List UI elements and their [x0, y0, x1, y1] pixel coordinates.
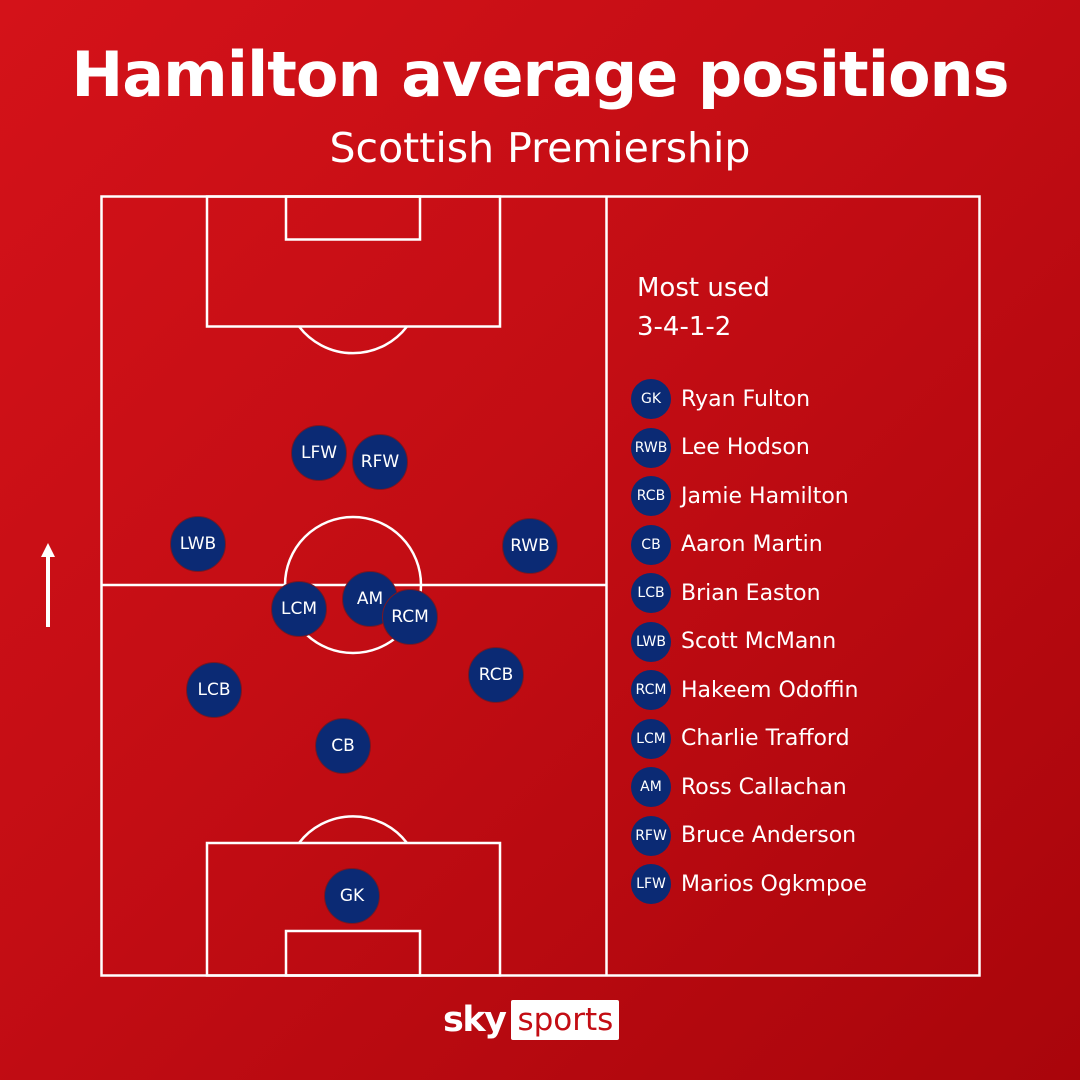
sky-sports-logo: sky sports	[443, 999, 620, 1041]
legend-item: LCM Charlie Trafford	[631, 715, 867, 764]
legend-item: RFW Bruce Anderson	[631, 812, 867, 861]
legend-player-name: Jamie Hamilton	[681, 483, 849, 509]
legend-item: GK Ryan Fulton	[631, 375, 867, 424]
legend-player-name: Bruce Anderson	[681, 823, 857, 849]
marker-lcb: LCB	[186, 662, 242, 718]
page-title: Hamilton average positions	[71, 38, 1009, 111]
legend-badge: GK	[631, 379, 671, 420]
marker-rcb: RCB	[468, 647, 524, 703]
marker-rcm: RCM	[382, 589, 438, 645]
legend-badge: LFW	[631, 864, 671, 905]
legend-item: LCB Brian Easton	[631, 569, 867, 618]
legend-item: LFW Marios Ogkmpoe	[631, 860, 867, 909]
marker-cb: CB	[315, 718, 371, 774]
legend-player-name: Scott McMann	[681, 629, 837, 655]
page-subtitle: Scottish Premiership	[329, 124, 751, 172]
legend-badge: LWB	[631, 621, 671, 662]
legend-player-name: Ross Callachan	[681, 774, 847, 800]
legend-item: CB Aaron Martin	[631, 521, 867, 570]
legend-badge: RCB	[631, 476, 671, 517]
legend-formation: 3-4-1-2	[637, 312, 732, 342]
legend-badge: AM	[631, 767, 671, 808]
pitch-board: LFW AM RFW LWB RWB LCM RCM LCB RCB CB GK…	[100, 195, 981, 977]
legend-player-name: Hakeem Odoffin	[681, 677, 859, 703]
marker-lwb: LWB	[170, 516, 226, 572]
marker-rfw: RFW	[352, 434, 408, 490]
legend-heading: Most used 3-4-1-2	[637, 269, 770, 347]
legend-player-name: Aaron Martin	[681, 532, 823, 558]
logo-sports-text: sports	[511, 1000, 620, 1040]
legend-player-name: Marios Ogkmpoe	[681, 871, 867, 897]
legend-badge: RCM	[631, 670, 671, 711]
legend-badge: LCM	[631, 718, 671, 759]
legend-player-name: Lee Hodson	[681, 435, 810, 461]
legend-badge: LCB	[631, 573, 671, 614]
legend-badge: RWB	[631, 427, 671, 468]
legend-item: RCM Hakeem Odoffin	[631, 666, 867, 715]
legend-item: LWB Scott McMann	[631, 618, 867, 667]
legend-badge: CB	[631, 524, 671, 565]
marker-rwb: RWB	[502, 518, 558, 574]
marker-gk: GK	[324, 868, 380, 924]
legend-player-name: Ryan Fulton	[681, 386, 811, 412]
legend-item: RCB Jamie Hamilton	[631, 472, 867, 521]
logo-sky-text: sky	[443, 1000, 507, 1040]
legend-player-name: Brian Easton	[681, 580, 821, 606]
legend-item: RWB Lee Hodson	[631, 424, 867, 473]
legend-item: AM Ross Callachan	[631, 763, 867, 812]
marker-lcm: LCM	[271, 581, 327, 637]
up-arrow-icon	[41, 543, 55, 627]
legend-list: GK Ryan Fulton RWB Lee Hodson RCB Jamie …	[631, 375, 867, 909]
legend-badge: RFW	[631, 815, 671, 856]
legend-heading-label: Most used	[637, 273, 770, 303]
marker-lfw: LFW	[291, 425, 347, 481]
legend-player-name: Charlie Trafford	[681, 726, 850, 752]
pitch-lines	[100, 195, 981, 977]
